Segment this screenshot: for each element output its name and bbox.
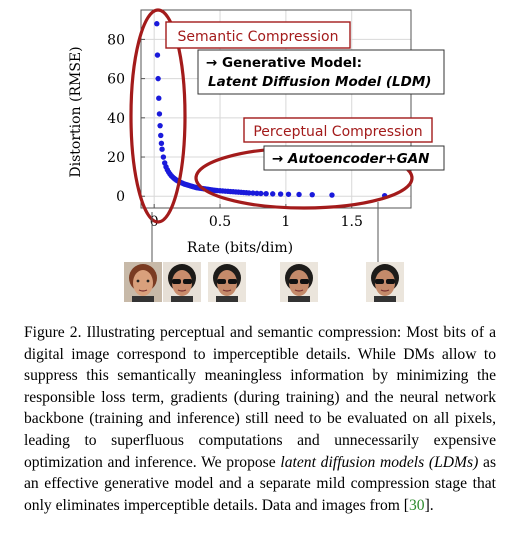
y-tick-label: 0 — [116, 189, 125, 205]
ldm-label-line1: → Generative Model: — [206, 55, 362, 71]
figure-chart: 0 0.5 1 1.5 0 20 40 60 80 Semantic Compression →… — [68, 8, 445, 262]
data-point — [246, 190, 252, 196]
data-point — [270, 191, 276, 197]
data-point — [156, 111, 163, 117]
x-tick-label: 1 — [281, 214, 290, 230]
data-point — [157, 122, 163, 129]
perceptual-label-box — [243, 117, 433, 143]
face-man-3-thumbnail — [280, 262, 318, 302]
autoencoder-label: → Autoencoder+GAN — [272, 151, 430, 167]
data-point — [154, 21, 160, 27]
caption-text-2: as an effective generative model and a s… — [24, 453, 497, 514]
data-point — [296, 191, 302, 198]
data-point — [156, 95, 162, 101]
caption-emphasis: latent diffusion models (LDMs) — [280, 453, 479, 471]
data-point — [254, 190, 260, 196]
y-tick-label: 40 — [107, 111, 125, 127]
perceptual-label: Perceptual Compression — [253, 124, 422, 140]
figure-caption: Figure 2. Illustrating perceptual and se… — [24, 322, 496, 516]
caption-text-3: ]. — [424, 496, 434, 514]
data-point — [258, 190, 264, 197]
data-point — [277, 191, 284, 197]
y-tick-label: 20 — [107, 150, 125, 166]
face-samples — [0, 262, 510, 304]
semantic-label-box — [165, 21, 351, 49]
y-tick-label: 80 — [107, 32, 125, 48]
x-tick-label: 0.5 — [209, 214, 231, 230]
face-woman-thumbnail — [124, 262, 162, 302]
data-point — [160, 154, 167, 160]
y-axis-label: Distortion (RMSE) — [68, 46, 84, 177]
face-man-1-thumbnail — [163, 262, 201, 302]
data-point — [158, 132, 164, 139]
data-point — [154, 52, 161, 58]
semantic-label: Semantic Compression — [178, 29, 339, 45]
data-point — [155, 75, 161, 82]
x-axis-label: Rate (bits/dim) — [187, 240, 293, 256]
data-point — [263, 190, 269, 197]
ldm-label-line2: Latent Diffusion Model (LDM) — [208, 74, 431, 90]
citation-link[interactable]: 30 — [408, 496, 425, 514]
data-point — [159, 146, 165, 152]
face-man-4-thumbnail — [366, 262, 404, 302]
x-tick-label: 1.5 — [341, 214, 363, 230]
data-point — [329, 192, 335, 198]
data-point — [158, 140, 165, 147]
autoencoder-label-box — [263, 145, 445, 171]
y-tick-label: 60 — [107, 72, 125, 88]
data-point — [309, 191, 315, 198]
caption-text-1: Figure 2. Illustrating perceptual and se… — [24, 324, 496, 471]
data-point — [285, 191, 292, 197]
data-point — [250, 190, 256, 196]
ldm-label-box — [197, 49, 445, 95]
semantic-ellipse — [129, 8, 187, 224]
face-man-2-thumbnail — [208, 262, 246, 302]
